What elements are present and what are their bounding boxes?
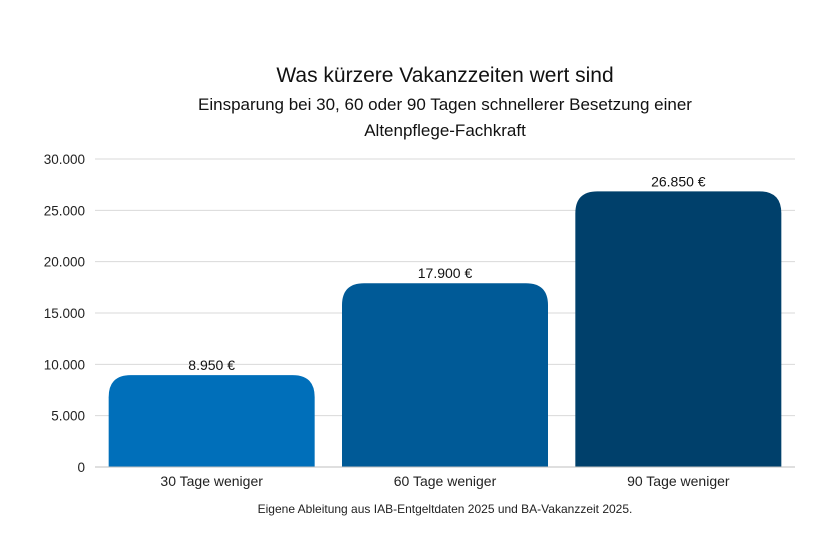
chart-subtitle-line-2: Altenpflege-Fachkraft bbox=[364, 121, 526, 140]
x-tick-label: 60 Tage weniger bbox=[394, 473, 497, 489]
y-tick-label: 10.000 bbox=[44, 357, 85, 372]
y-tick-label: 20.000 bbox=[44, 255, 85, 270]
y-axis-ticks: 0 5.000 10.000 15.000 20.000 25.000 30.000 bbox=[44, 152, 85, 475]
x-tick-label: 90 Tage weniger bbox=[627, 473, 730, 489]
x-axis-labels: 30 Tage weniger 60 Tage weniger 90 Tage we… bbox=[160, 473, 729, 489]
data-label: 8.950 € bbox=[188, 357, 235, 373]
data-label: 26.850 € bbox=[651, 173, 706, 189]
source-note: Eigene Ableitung aus IAB-Entgeltdaten 20… bbox=[258, 502, 633, 516]
y-tick-label: 15.000 bbox=[44, 306, 85, 321]
y-tick-label: 5.000 bbox=[51, 409, 85, 424]
bar bbox=[108, 375, 315, 467]
bar bbox=[342, 283, 548, 467]
bars bbox=[108, 191, 782, 467]
chart-subtitle-line-1: Einsparung bei 30, 60 oder 90 Tagen schn… bbox=[198, 95, 692, 114]
data-label: 17.900 € bbox=[418, 265, 473, 281]
y-tick-label: 30.000 bbox=[44, 152, 85, 167]
chart-title: Was kürzere Vakanzzeiten wert sind bbox=[276, 64, 613, 87]
y-tick-label: 25.000 bbox=[44, 203, 85, 218]
bar bbox=[575, 191, 782, 467]
data-labels: 8.950 € 17.900 € 26.850 € bbox=[188, 173, 705, 373]
x-tick-label: 30 Tage weniger bbox=[160, 473, 263, 489]
y-tick-label: 0 bbox=[77, 460, 85, 475]
